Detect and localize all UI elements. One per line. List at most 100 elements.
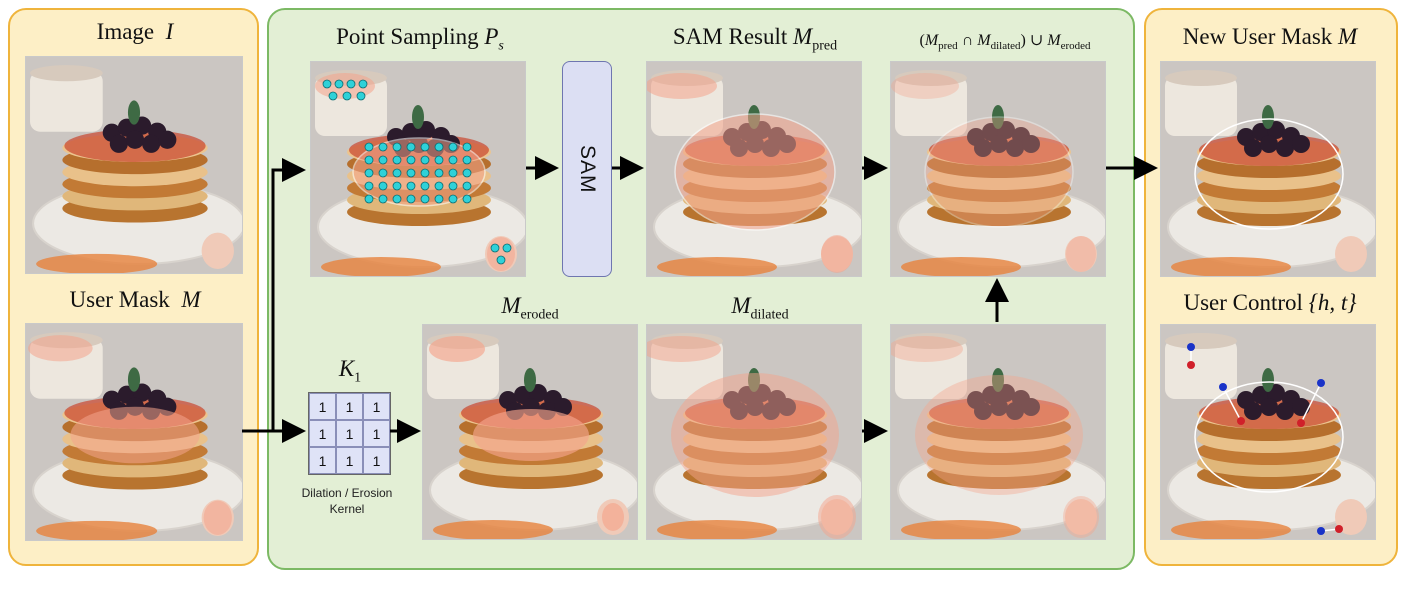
berry-shape: [1244, 139, 1262, 157]
kernel-label: K1: [338, 356, 362, 386]
kernel-caption: Dilation / Erosion Kernel: [301, 486, 393, 516]
cup-rim: [1165, 70, 1237, 86]
berry-shape: [1260, 398, 1278, 416]
point-sampling-label: Point Sampling Ps: [336, 24, 504, 54]
cup-mask-overlay: [647, 336, 721, 362]
kernel-cell: 1: [309, 447, 336, 474]
image-label: Image I: [96, 19, 174, 44]
sample-point: [434, 155, 444, 165]
handle-point: [1187, 343, 1195, 351]
sample-point: [364, 155, 374, 165]
cup-mask-overlay: [891, 73, 959, 99]
berry-shape: [974, 402, 992, 420]
sample-point: [378, 194, 388, 204]
sample-point: [392, 181, 402, 191]
sample-point: [406, 155, 416, 165]
shell-mask-overlay: [487, 237, 515, 271]
shell-mask-overlay: [1066, 236, 1096, 272]
eroded-mask-label: Meroded: [501, 293, 559, 323]
user-mask-photo: [25, 323, 243, 541]
berry-shape: [1006, 402, 1024, 420]
bowl-edge: [657, 257, 777, 276]
cup-mask-overlay: [28, 335, 93, 362]
shell-shape: [1335, 499, 1367, 535]
cup-rim: [30, 65, 103, 82]
cup-mask-overlay: [429, 336, 485, 362]
berry-shape: [109, 134, 128, 153]
sample-point: [462, 194, 472, 204]
drag-line: [1222, 386, 1242, 422]
cup-mask-overlay: [891, 336, 963, 362]
sample-point: [434, 181, 444, 191]
shell-mask-overlay: [602, 503, 624, 531]
mask-outline: [1194, 118, 1344, 230]
sample-point: [406, 168, 416, 178]
eroded-mask-photo-svg: [423, 325, 637, 539]
user-control-photo-svg: [1161, 325, 1375, 539]
berry-shape: [1244, 402, 1262, 420]
bowl-edge: [901, 520, 1021, 539]
sample-point: [434, 194, 444, 204]
mint-leaf: [992, 368, 1004, 392]
shell-shape: [201, 232, 234, 269]
sample-point: [356, 91, 366, 101]
mint-leaf: [1262, 105, 1274, 129]
target-point: [1335, 525, 1343, 533]
mint-leaf: [127, 100, 141, 125]
cup-mask-overlay: [647, 73, 717, 99]
sample-point: [342, 91, 352, 101]
sample-point: [392, 168, 402, 178]
new-user-mask-photo-svg: [1161, 62, 1375, 276]
sample-point: [420, 194, 430, 204]
sample-point: [420, 142, 430, 152]
berry-shape: [1292, 135, 1310, 153]
sam-result-photo: [646, 61, 862, 277]
shell-shape: [1065, 499, 1097, 535]
kernel-cell: 1: [336, 447, 363, 474]
bowl-edge: [36, 253, 158, 273]
sample-point: [462, 142, 472, 152]
target-point: [1297, 419, 1305, 427]
sample-point: [364, 181, 374, 191]
dilated-mask-photo-svg: [647, 325, 861, 539]
point-sampling-photo: [310, 61, 526, 277]
user-control-label: User Control {h, t}: [1183, 290, 1357, 315]
berry-shape: [142, 134, 161, 153]
target-point: [1237, 417, 1245, 425]
sample-point: [378, 142, 388, 152]
berry-shape: [1260, 135, 1278, 153]
sample-point: [364, 194, 374, 204]
kernel-grid: 1 1 1 1 1 1 1 1 1: [308, 392, 391, 475]
mask-overlay: [915, 375, 1083, 495]
sample-point: [378, 155, 388, 165]
sample-point: [378, 168, 388, 178]
sample-point: [378, 181, 388, 191]
sample-point: [406, 181, 416, 191]
sample-point: [406, 142, 416, 152]
merged-dilate-erode-photo-svg: [891, 325, 1105, 539]
cup-shape: [1165, 76, 1237, 136]
kernel-cell: 1: [309, 420, 336, 447]
sample-point: [448, 155, 458, 165]
bowl-edge: [36, 520, 158, 540]
target-point: [1187, 361, 1195, 369]
berry-shape: [1276, 139, 1294, 157]
mint-leaf: [412, 105, 424, 129]
cup-shape: [30, 71, 103, 132]
sample-point: [364, 168, 374, 178]
user-mask-label: User Mask M: [69, 287, 201, 312]
sample-point: [334, 79, 344, 89]
berry-shape: [1006, 139, 1024, 157]
bowl-edge: [657, 520, 777, 539]
combined-mask-photo: [890, 61, 1106, 277]
berry-shape: [158, 130, 177, 149]
handle-point: [1317, 379, 1325, 387]
cup-rim: [1165, 333, 1237, 349]
cup-shape: [895, 76, 967, 136]
berry-shape: [1276, 402, 1294, 420]
point-sampling-photo-svg: [311, 62, 525, 276]
shell-mask-overlay: [1063, 496, 1099, 538]
user-mask-photo-svg: [26, 324, 242, 540]
handle-point: [1219, 383, 1227, 391]
new-user-mask-photo: [1160, 61, 1376, 277]
